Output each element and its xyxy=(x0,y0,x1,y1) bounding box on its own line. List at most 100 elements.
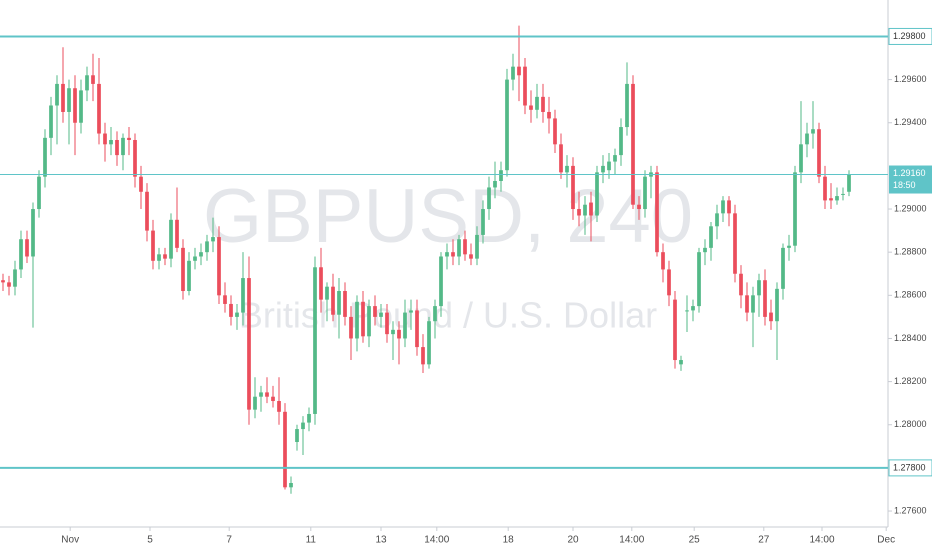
candle-body xyxy=(517,66,521,76)
y-tick-label: 1.29600 xyxy=(894,74,927,84)
x-tick-label: 5 xyxy=(147,535,153,546)
candle-body xyxy=(313,267,317,414)
candle-body xyxy=(433,306,437,322)
candle-body xyxy=(637,204,641,210)
candle-body xyxy=(589,202,593,216)
candle-body xyxy=(781,247,785,289)
candle-body xyxy=(319,267,323,300)
candle-body xyxy=(655,172,659,253)
candle-body xyxy=(163,254,167,259)
candle-body xyxy=(463,239,467,255)
candle-body xyxy=(235,312,239,317)
candle-body xyxy=(427,321,431,365)
y-tick-label: 1.28400 xyxy=(894,333,927,343)
candle-body xyxy=(625,83,629,128)
candle-body xyxy=(253,396,257,410)
candle-body xyxy=(535,96,539,110)
candle-body xyxy=(97,83,101,134)
level-label: 1.27800 xyxy=(893,462,926,472)
candle-body xyxy=(487,187,491,210)
y-tick-label: 1.29000 xyxy=(894,203,927,213)
candle-body xyxy=(271,396,275,402)
candle-body xyxy=(151,230,155,261)
candle-body xyxy=(361,301,365,337)
candle-body xyxy=(439,256,443,307)
candle-body xyxy=(91,75,95,84)
candle-body xyxy=(793,172,797,246)
candle-body xyxy=(457,239,461,257)
candle-body xyxy=(607,161,611,171)
candle-body xyxy=(37,176,41,210)
candle-body xyxy=(583,204,587,216)
x-tick-label: 20 xyxy=(567,535,579,546)
candle-body xyxy=(499,170,503,181)
candle-body xyxy=(787,245,791,248)
candle-body xyxy=(55,83,59,106)
candle-body xyxy=(703,247,707,253)
candle-body xyxy=(421,347,425,365)
candle-body xyxy=(385,312,389,335)
candle-body xyxy=(379,312,383,317)
candle-body xyxy=(229,303,233,317)
candle-body xyxy=(523,66,527,106)
candle-body xyxy=(115,140,119,156)
candle-body xyxy=(187,260,191,292)
candle-body xyxy=(199,252,203,257)
y-tick-label: 1.28000 xyxy=(894,419,927,429)
candle-body xyxy=(217,237,221,296)
candle-body xyxy=(451,252,455,257)
candle-body xyxy=(295,429,299,443)
candle-body xyxy=(823,176,827,201)
candle-body xyxy=(565,165,569,173)
candle-body xyxy=(709,226,713,248)
candle-body xyxy=(577,209,581,216)
candle-body xyxy=(349,316,353,339)
last-price-label: 1.29160 xyxy=(893,168,926,178)
candle-body xyxy=(829,198,833,201)
candle-body xyxy=(553,118,557,145)
candle-body xyxy=(475,234,479,259)
candle-body xyxy=(547,111,551,119)
candle-body xyxy=(445,252,449,257)
x-tick-label: 14:00 xyxy=(809,535,834,546)
candle-body xyxy=(121,137,125,156)
candle-body xyxy=(307,413,311,423)
candle-body xyxy=(127,137,131,141)
candle-body xyxy=(301,422,305,430)
x-tick-label: 14:00 xyxy=(424,535,449,546)
candle-body xyxy=(469,254,473,259)
candle-body xyxy=(733,213,737,274)
candle-body xyxy=(331,286,335,315)
candle-body xyxy=(373,306,377,317)
candle-body xyxy=(511,66,515,80)
level-label: 1.29800 xyxy=(893,31,926,41)
x-tick-label: 7 xyxy=(226,535,232,546)
candle-body xyxy=(673,299,677,361)
candle-body xyxy=(157,254,161,261)
candle-body xyxy=(397,329,401,339)
candle-body xyxy=(109,140,113,145)
candle-body xyxy=(763,280,767,317)
x-tick-label: 11 xyxy=(306,535,317,546)
candle-body xyxy=(19,239,23,270)
candle-body xyxy=(481,209,485,235)
candle-body xyxy=(661,252,665,270)
y-tick-label: 1.27600 xyxy=(894,505,927,515)
candle-body xyxy=(751,295,755,313)
candle-body xyxy=(391,329,395,335)
candle-body xyxy=(103,133,107,145)
candle-body xyxy=(1,280,5,283)
candle-body xyxy=(685,310,689,312)
candle-body xyxy=(85,75,89,91)
candle-body xyxy=(265,392,269,397)
candle-body xyxy=(529,105,533,110)
watermark-subtitle: British Pound / U.S. Dollar xyxy=(239,295,657,336)
candle-body xyxy=(79,90,83,123)
candle-body xyxy=(559,144,563,173)
watermark: GBPUSD, 240 xyxy=(203,174,693,259)
candle-body xyxy=(727,200,731,214)
candle-body xyxy=(691,306,695,311)
y-tick-label: 1.29400 xyxy=(894,117,927,127)
candle-body xyxy=(721,200,725,214)
